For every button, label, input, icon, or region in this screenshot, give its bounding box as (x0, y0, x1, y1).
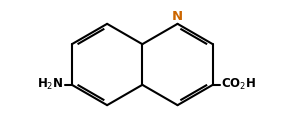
Text: N: N (172, 10, 183, 23)
Text: CO$_2$H: CO$_2$H (221, 77, 256, 92)
Text: H$_2$N: H$_2$N (37, 77, 64, 92)
